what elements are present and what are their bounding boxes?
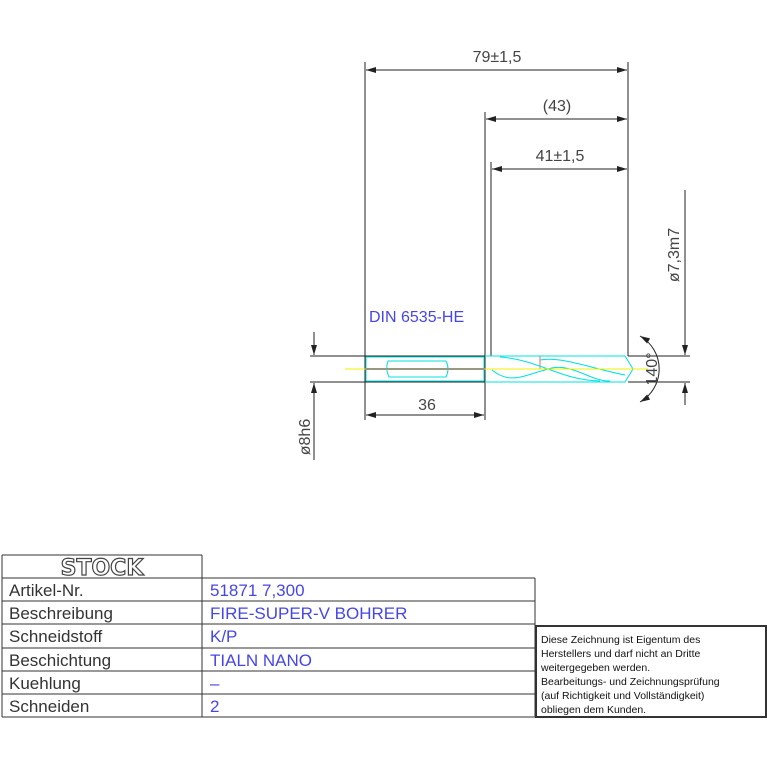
value-kuehlung: – [210, 674, 220, 693]
value-schneidstoff: K/P [210, 627, 237, 646]
label-schneidstoff: Schneidstoff [9, 627, 103, 646]
note-line: weitergegeben werden. [540, 662, 650, 674]
dim-overall: 79±1,5 [473, 49, 522, 66]
note-line: (auf Richtigkeit und Vollständigkeit) [541, 690, 704, 702]
ownership-note: Diese Zeichnung ist Eigentum des Herstel… [540, 634, 720, 716]
label-beschichtung: Beschichtung [9, 651, 111, 670]
stock-logo: STOCK [61, 556, 145, 581]
value-artikel: 51871 7,300 [210, 581, 305, 600]
dim-flute: 41±1,5 [536, 148, 585, 165]
drill-body [345, 355, 648, 383]
value-beschichtung: TIALN NANO [210, 651, 312, 670]
note-line: Bearbeitungs- und Zeichnungsprüfung [541, 676, 720, 688]
value-schneiden: 2 [210, 697, 219, 716]
dim-ref: (43) [543, 98, 571, 115]
note-line: Herstellers und darf nicht an Dritte [541, 648, 700, 660]
label-schneiden: Schneiden [9, 697, 89, 716]
label-kuehlung: Kuehlung [9, 674, 81, 693]
dim-shank-length: 36 [418, 397, 436, 414]
standard-label: DIN 6535-HE [369, 309, 464, 326]
label-artikel: Artikel-Nr. [9, 581, 84, 600]
dim-shank-dia: ø8h6 [297, 419, 314, 456]
value-beschreibung: FIRE-SUPER-V BOHRER [210, 604, 407, 623]
dimension-lines [310, 62, 690, 460]
note-line: obliegen dem Kunden. [541, 704, 646, 716]
label-beschreibung: Beschreibung [9, 604, 113, 623]
dim-cut-dia: ø7,3m7 [666, 228, 683, 282]
note-line: Diese Zeichnung ist Eigentum des [541, 634, 700, 646]
title-block [1, 554, 767, 718]
dim-angle: 140° [644, 352, 661, 385]
